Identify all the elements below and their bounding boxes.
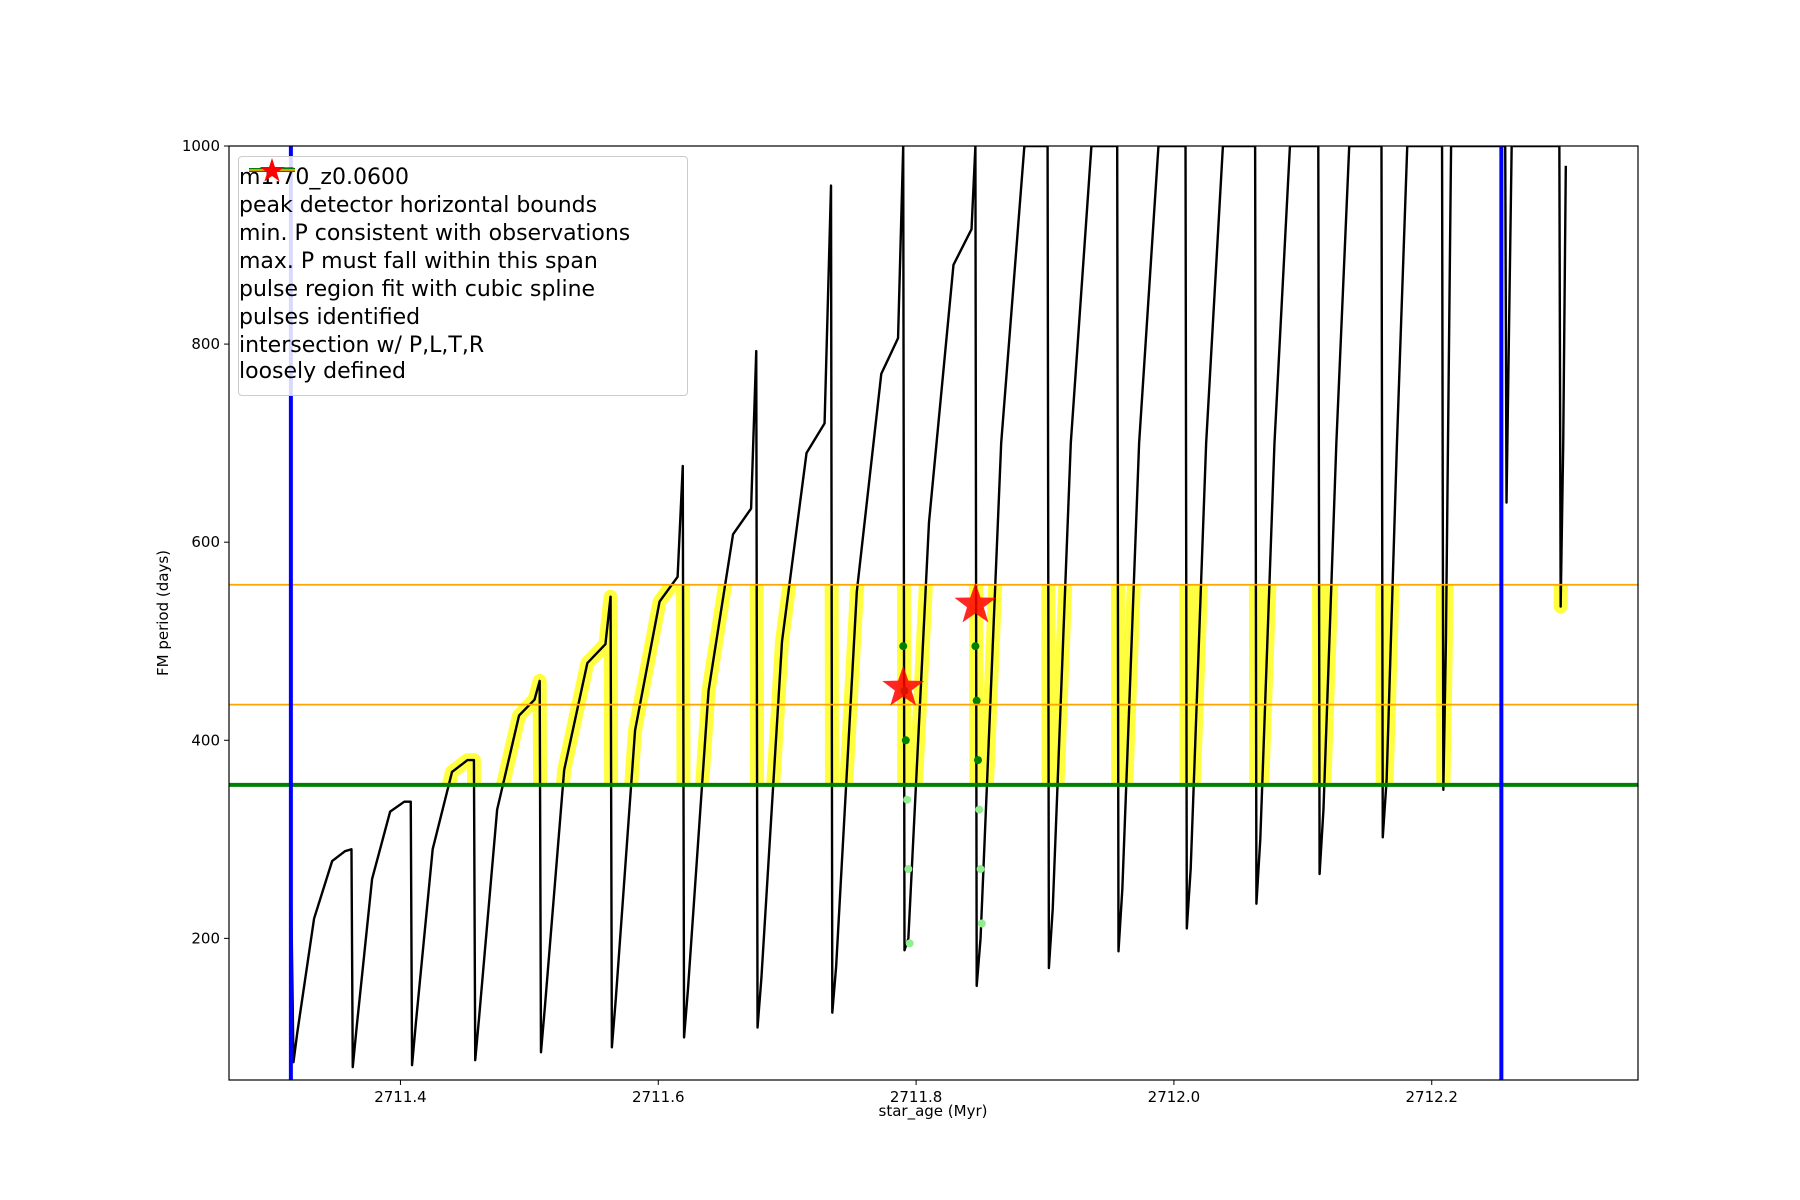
spline-point xyxy=(901,736,910,745)
spline-point xyxy=(905,939,914,948)
spline-point xyxy=(976,865,985,874)
legend-entry: max. P must fall within this span xyxy=(239,169,687,275)
spline-point xyxy=(904,865,913,874)
x-tick-label: 2711.6 xyxy=(632,1088,685,1106)
spline-point xyxy=(903,795,912,804)
spline-point xyxy=(971,642,980,651)
legend-entry: pulses identified xyxy=(239,158,687,331)
legend-entry: min. P consistent with observations xyxy=(239,168,687,247)
y-tick-label: 800 xyxy=(191,335,220,353)
x-tick-label: 2712.2 xyxy=(1405,1088,1458,1106)
y-tick-label: 600 xyxy=(191,533,220,551)
y-tick-label: 1000 xyxy=(182,137,220,155)
legend-swatch xyxy=(247,157,297,183)
x-tick-label: 2711.4 xyxy=(374,1088,427,1106)
x-tick-label: 2712.0 xyxy=(1148,1088,1201,1106)
legend-swatch xyxy=(259,158,285,182)
x-axis-label: star_age (Myr) xyxy=(879,1102,988,1121)
spline-point xyxy=(977,919,986,928)
spline-point xyxy=(899,642,908,651)
pulse-star xyxy=(882,665,925,706)
legend-entry: intersection w/ P,L,T,R loosely defined xyxy=(239,333,687,385)
spline-point xyxy=(972,696,981,705)
series-line xyxy=(289,146,1568,1069)
legend-label: pulse region fit with cubic spline xyxy=(239,277,596,302)
legend-entry: peak detector horizontal bounds xyxy=(239,168,687,219)
legend-label: intersection w/ P,L,T,R loosely defined xyxy=(239,333,485,384)
y-tick-label: 200 xyxy=(191,929,220,947)
legend-label: max. P must fall within this span xyxy=(239,249,598,274)
pulse-star xyxy=(954,582,997,623)
y-tick-label: 400 xyxy=(191,731,220,749)
y-axis-label: FM period (days) xyxy=(154,550,172,676)
axes-layer: 2711.4 2711.6 2711.8 2712.0 2712.2 200 400 600 8… xyxy=(182,137,1458,1106)
legend: m1.70_z0.0600 peak detector horizontal bo… xyxy=(238,156,688,396)
legend-entry: m1.70_z0.0600 xyxy=(239,165,687,191)
legend-label: min. P consistent with observations xyxy=(239,221,631,246)
legend-label: peak detector horizontal bounds xyxy=(239,193,598,218)
x-tick-label: 2711.8 xyxy=(890,1088,943,1106)
legend-entry: pulse region fit with cubic spline xyxy=(239,166,687,303)
plot-layer xyxy=(229,146,1638,1080)
spline-point xyxy=(975,805,984,814)
axes-frame xyxy=(228,145,1639,1081)
legend-label: pulses identified xyxy=(239,305,421,330)
legend-marker xyxy=(259,158,285,182)
spline-point xyxy=(973,756,982,765)
